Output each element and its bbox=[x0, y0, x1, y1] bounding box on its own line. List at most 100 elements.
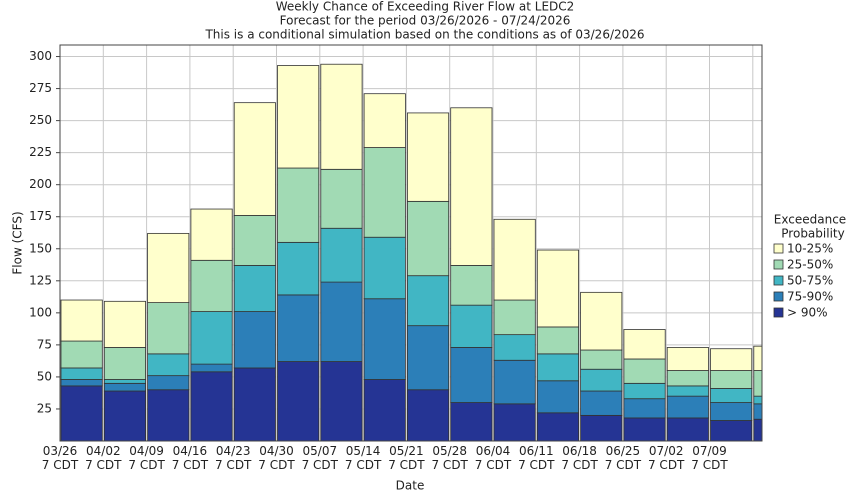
y-axis-label: Flow (CFS) bbox=[11, 211, 25, 274]
bar-segment bbox=[147, 353, 190, 377]
legend-swatch bbox=[773, 307, 784, 318]
bar-segment bbox=[536, 353, 579, 382]
bar-segment bbox=[60, 379, 103, 387]
bar-segment bbox=[103, 300, 147, 348]
x-tick-label: 04/02 7 CDT bbox=[85, 444, 122, 472]
bar-segment bbox=[536, 380, 579, 414]
bar-segment bbox=[710, 370, 753, 389]
x-tick-label: 05/28 7 CDT bbox=[431, 444, 468, 472]
x-tick-label: 04/30 7 CDT bbox=[258, 444, 295, 472]
x-tick-label: 06/11 7 CDT bbox=[518, 444, 555, 472]
bar-segment bbox=[363, 93, 406, 148]
y-tick-label: 150 bbox=[29, 241, 52, 255]
bar-segment bbox=[493, 334, 536, 361]
legend-label: > 90% bbox=[787, 306, 828, 320]
x-tick-label: 04/16 7 CDT bbox=[171, 444, 209, 472]
bar-segment bbox=[103, 379, 147, 384]
y-tick-label: 200 bbox=[29, 177, 52, 191]
y-tick-label: 75 bbox=[37, 337, 52, 351]
bar-segment bbox=[710, 348, 753, 371]
bar-segment bbox=[623, 398, 666, 419]
legend-swatch bbox=[773, 291, 784, 302]
bar-segment bbox=[190, 208, 233, 261]
bar-segment bbox=[753, 370, 762, 397]
y-tick-label: 225 bbox=[29, 145, 52, 159]
bar-segment bbox=[233, 215, 276, 266]
bar-segment bbox=[320, 281, 363, 362]
bar-segment bbox=[277, 241, 320, 296]
bar-segment bbox=[493, 359, 536, 405]
bar-segment bbox=[60, 385, 103, 441]
chart-note: This is a conditional simulation based o… bbox=[204, 28, 644, 42]
x-tick-label: 06/25 7 CDT bbox=[604, 444, 642, 472]
bar-segment bbox=[666, 417, 709, 441]
legend-label: 75-90% bbox=[787, 290, 833, 304]
y-tick-label: 125 bbox=[29, 273, 52, 287]
x-tick-label: 07/02 7 CDT bbox=[647, 444, 685, 472]
chart-subtitle: Forecast for the period 03/26/2026 - 07/… bbox=[280, 14, 571, 28]
bar-segment bbox=[60, 299, 103, 342]
x-tick-label: 05/14 7 CDT bbox=[344, 444, 382, 472]
bar-segment bbox=[277, 294, 320, 362]
bar-segment bbox=[277, 167, 320, 243]
bar-segment bbox=[406, 200, 450, 277]
chart-title: Weekly Chance of Exceeding River Flow at… bbox=[276, 0, 575, 14]
bar-segment bbox=[147, 302, 190, 355]
legend-title: Probability bbox=[781, 227, 844, 241]
bar-segment bbox=[190, 259, 233, 312]
bar-segment bbox=[60, 367, 103, 380]
bar-segment bbox=[406, 325, 450, 391]
y-tick-label: 100 bbox=[29, 305, 52, 319]
bar-segment bbox=[320, 63, 363, 170]
bar-segment bbox=[450, 347, 493, 403]
x-tick-label: 03/26 7 CDT bbox=[41, 444, 79, 472]
bar-segment bbox=[103, 382, 147, 392]
legend-title: Exceedance bbox=[774, 213, 846, 227]
bar-segment bbox=[320, 361, 363, 441]
legend-label: 10-25% bbox=[787, 242, 833, 256]
bar-segment bbox=[493, 403, 536, 441]
bar-segment bbox=[623, 358, 666, 384]
bar-segment bbox=[190, 371, 233, 441]
bar-segment bbox=[406, 389, 450, 441]
bar-segment bbox=[147, 375, 190, 391]
bar-segment bbox=[536, 412, 579, 441]
y-tick-label: 25 bbox=[37, 401, 52, 415]
x-tick-label: 06/18 7 CDT bbox=[561, 444, 598, 472]
bar-segment bbox=[233, 265, 276, 312]
y-tick-label: 175 bbox=[29, 209, 52, 223]
bar-segment bbox=[406, 112, 450, 202]
bar-segment bbox=[450, 265, 493, 306]
bar-segment bbox=[363, 236, 406, 300]
bar-segment bbox=[60, 340, 103, 369]
bar-segment bbox=[450, 304, 493, 348]
bar-segment bbox=[450, 107, 493, 266]
y-tick-label: 50 bbox=[37, 369, 52, 383]
bar-segment bbox=[233, 311, 276, 369]
bar-segment bbox=[450, 402, 493, 441]
bar-segment bbox=[233, 367, 276, 441]
y-tick-label: 300 bbox=[29, 49, 52, 63]
bar-segment bbox=[753, 403, 762, 420]
bar-segment bbox=[623, 417, 666, 441]
bar-segment bbox=[406, 275, 450, 327]
legend-label: 50-75% bbox=[787, 274, 833, 288]
bar-segment bbox=[623, 382, 666, 400]
bar-segment bbox=[666, 385, 709, 397]
bar-segment bbox=[536, 249, 579, 328]
bar-segment bbox=[190, 311, 233, 365]
bar-segment bbox=[710, 388, 753, 403]
x-tick-label: 06/04 7 CDT bbox=[474, 444, 512, 472]
legend-label: 25-50% bbox=[787, 258, 833, 272]
bar-segment bbox=[580, 368, 623, 392]
bar-segment bbox=[580, 291, 623, 351]
bar-segment bbox=[753, 345, 762, 371]
bar-segment bbox=[190, 363, 233, 373]
bar-segment bbox=[666, 395, 709, 419]
bar-segment bbox=[233, 102, 276, 216]
bar-segment bbox=[147, 389, 190, 441]
bar-segment bbox=[753, 395, 762, 405]
bar-segment bbox=[666, 370, 709, 387]
bar-segment bbox=[753, 418, 762, 441]
